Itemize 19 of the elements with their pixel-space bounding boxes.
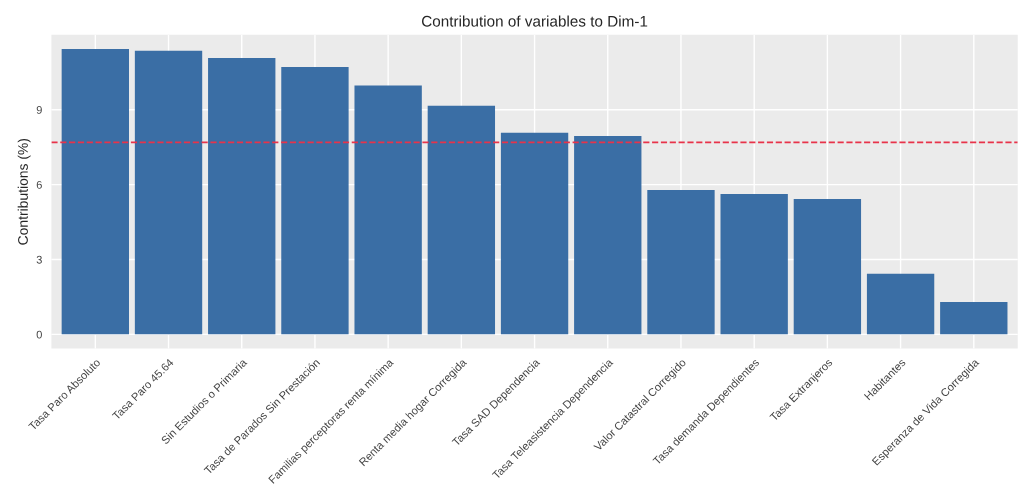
y-tick-label: 0 [36,330,42,339]
bar [427,105,496,335]
bar [866,273,935,335]
bar [647,190,715,335]
y-tick-label: 6 [36,180,42,189]
chart-title: Contribution of variables to Dim-1 [421,15,648,27]
bar [500,132,569,335]
bar [720,194,788,335]
bar [354,85,422,335]
y-tick-label: 9 [36,106,42,114]
bar [940,301,1008,335]
bar [134,50,203,335]
bar [61,49,129,335]
bar [793,199,862,335]
y-tick-label: 3 [36,255,42,264]
bar [574,135,642,335]
y-axis-title: Contributions (%) [17,138,31,245]
bar [281,67,349,335]
bar [208,58,276,335]
